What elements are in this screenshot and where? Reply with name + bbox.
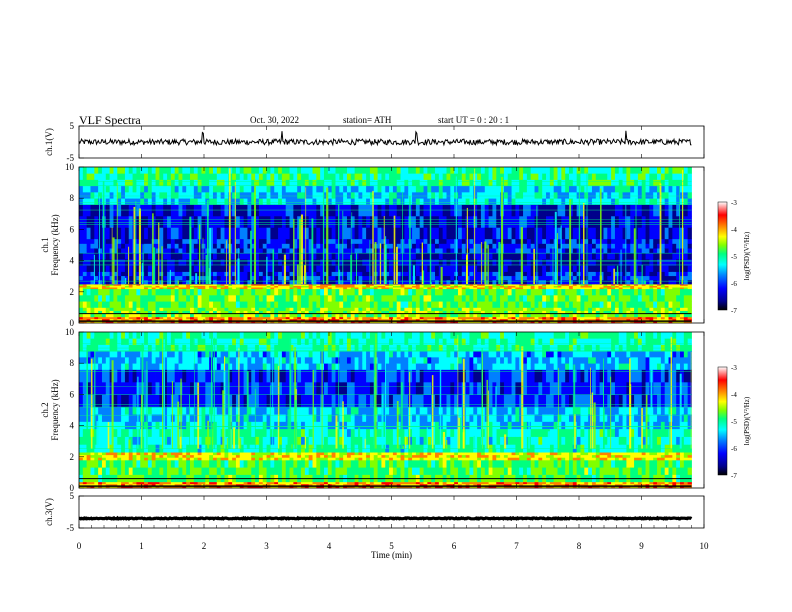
x-tick-label: 8 (577, 541, 582, 551)
x-tick-label: 1 (139, 541, 144, 551)
colorbar-tick-label: -3 (731, 199, 737, 207)
x-tick-label: 7 (514, 541, 519, 551)
date-label: Oct. 30, 2022 (250, 115, 299, 125)
x-tick-label: 2 (202, 541, 207, 551)
y-tick-label: 4 (70, 421, 75, 431)
start-time-label: start UT = 0 : 20 : 1 (438, 115, 510, 125)
y-tick-label: -5 (67, 153, 75, 163)
y-tick-label: 10 (65, 162, 75, 172)
x-tick-label: 9 (639, 541, 644, 551)
y-tick-label: 6 (70, 224, 75, 234)
ch2-spectrogram-ylabel-freq: Frequency (kHz) (50, 379, 60, 440)
ch3-waveform-ylabel: ch.3(V) (44, 498, 54, 526)
ch1-spectrogram-colorbar-label: log(PSD)(V²/Hz) (743, 231, 751, 280)
colorbar-tick-label: -5 (731, 418, 737, 426)
colorbar-tick-label: -6 (731, 280, 737, 288)
x-tick-label: 3 (264, 541, 269, 551)
y-tick-label: 10 (65, 327, 75, 337)
x-tick-label: 10 (700, 541, 710, 551)
colorbar-tick-label: -6 (731, 445, 737, 453)
y-tick-label: 0 (70, 483, 75, 493)
colorbar-tick-label: -5 (731, 253, 737, 261)
y-tick-label: 0 (70, 318, 75, 328)
x-tick-label: 6 (452, 541, 457, 551)
plot-title: VLF Spectra (79, 113, 141, 127)
ch1-spectrogram-ylabel-channel: ch.1 (40, 237, 50, 252)
colorbar-tick-label: -7 (731, 472, 737, 480)
y-tick-label: 4 (70, 256, 75, 266)
ch2-spectrogram-ylabel-channel: ch.2 (40, 402, 50, 417)
y-tick-label: 5 (70, 491, 75, 501)
ch2-spectrogram-colorbar-label: log(PSD)(V²/Hz) (743, 396, 751, 445)
ch1-waveform-trace (78, 130, 692, 147)
ch2-spectrogram-image (79, 332, 692, 489)
ch1-spectrogram-colorbar (717, 201, 728, 311)
ch3-waveform-trace (79, 515, 693, 522)
y-tick-label: 6 (70, 389, 75, 399)
y-tick-label: 2 (70, 287, 75, 297)
colorbar-tick-label: -4 (731, 391, 737, 399)
x-axis-label: Time (min) (371, 550, 412, 560)
ch1-spectrogram-image (79, 167, 692, 324)
ch3-waveform-frame (78, 495, 705, 529)
y-tick-label: 5 (70, 121, 75, 131)
ch1-waveform-ylabel: ch.1(V) (44, 128, 54, 156)
y-tick-label: 8 (70, 358, 75, 368)
ch1-spectrogram-ylabel-freq: Frequency (kHz) (50, 214, 60, 275)
colorbar-tick-label: -3 (731, 364, 737, 372)
ch2-spectrogram-colorbar (717, 366, 728, 476)
y-tick-label: 2 (70, 452, 75, 462)
colorbar-tick-label: -4 (731, 226, 737, 234)
colorbar-tick-label: -7 (731, 307, 737, 315)
x-tick-label: 4 (327, 541, 332, 551)
station-label: station= ATH (343, 115, 392, 125)
x-tick-label: 5 (389, 541, 394, 551)
x-tick-label: 0 (77, 541, 82, 551)
y-tick-label: 8 (70, 193, 75, 203)
y-tick-label: -5 (67, 523, 75, 533)
